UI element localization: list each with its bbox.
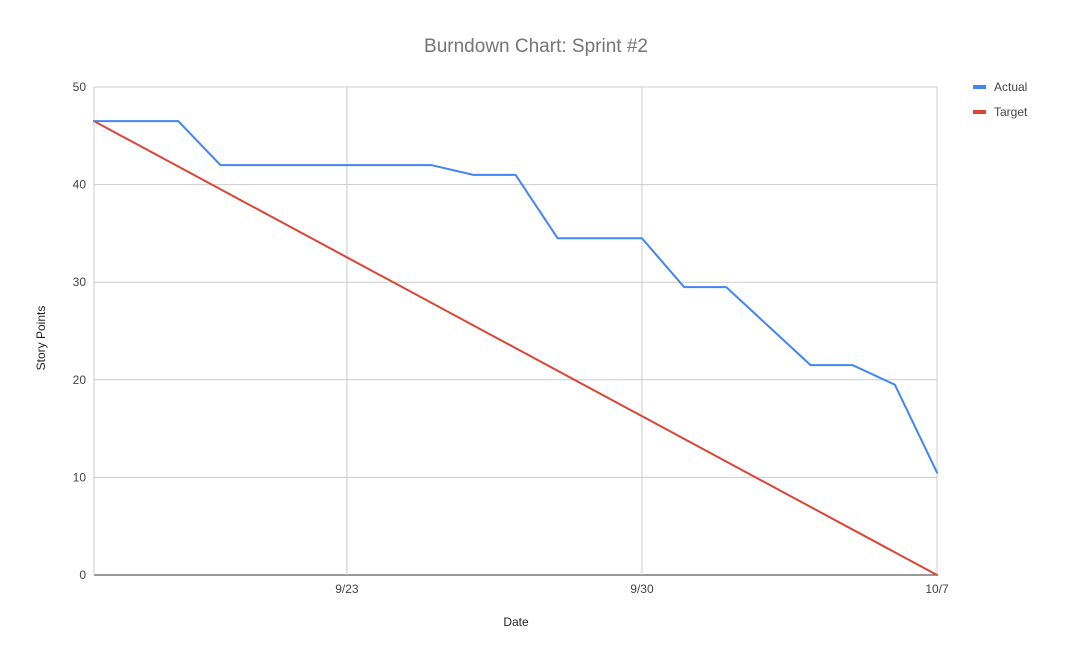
legend-swatch-target — [973, 110, 986, 114]
y-tick-label: 0 — [79, 568, 86, 582]
y-tick-label: 30 — [73, 275, 87, 289]
x-axis-ticks: 9/23 9/30 10/7 — [335, 582, 949, 596]
y-tick-label: 10 — [73, 470, 87, 484]
legend-label-actual: Actual — [994, 80, 1027, 94]
y-axis-ticks: 0 10 20 30 40 50 — [73, 80, 87, 582]
chart-series — [93, 120, 938, 576]
y-tick-label: 40 — [73, 178, 87, 192]
series-line-actual — [93, 120, 938, 474]
grid-lines — [93, 86, 938, 576]
x-tick-label: 10/7 — [925, 582, 949, 596]
chart-legend: Actual Target — [973, 80, 1028, 119]
x-tick-label: 9/23 — [335, 582, 359, 596]
x-axis-label: Date — [503, 615, 529, 629]
series-line-target — [93, 120, 938, 576]
legend-label-target: Target — [994, 105, 1028, 119]
x-tick-label: 9/30 — [630, 582, 654, 596]
y-tick-label: 20 — [73, 373, 87, 387]
y-tick-label: 50 — [73, 80, 87, 94]
legend-swatch-actual — [973, 85, 986, 89]
chart-title: Burndown Chart: Sprint #2 — [424, 36, 648, 57]
y-axis-label: Story Points — [34, 306, 48, 371]
